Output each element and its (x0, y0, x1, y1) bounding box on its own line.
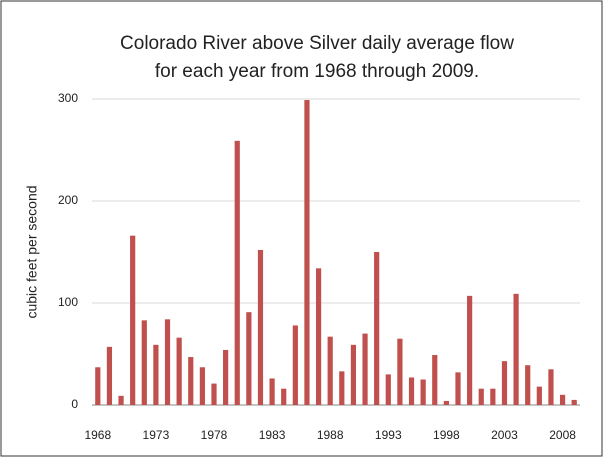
x-tick-label: 1968 (84, 428, 111, 442)
x-tick-label: 1988 (317, 428, 344, 442)
y-tick-label: 300 (58, 91, 78, 105)
bar (153, 344, 159, 405)
bar (188, 357, 194, 405)
y-tick-label: 200 (58, 193, 78, 207)
bar (571, 399, 577, 405)
chart-title: Colorado River above Silver daily averag… (120, 33, 514, 54)
x-tick-label: 1983 (259, 428, 286, 442)
x-tick-label: 1973 (143, 428, 170, 442)
bar (443, 400, 449, 405)
x-tick-label: 1998 (433, 428, 460, 442)
bar (525, 365, 531, 405)
bar (257, 249, 264, 405)
bar (141, 320, 147, 405)
bar (339, 371, 345, 405)
bar (432, 355, 438, 405)
bar (408, 377, 415, 405)
bar (315, 268, 322, 405)
bar (95, 367, 101, 405)
bar (536, 386, 542, 405)
bar (176, 337, 182, 405)
bar (362, 333, 368, 405)
x-tick-label: 1993 (375, 428, 402, 442)
bar (467, 295, 473, 405)
bar (478, 388, 484, 405)
bar (292, 325, 298, 405)
chart-title: for each year from 1968 through 2009. (155, 61, 479, 82)
bar (548, 369, 554, 405)
bar (501, 361, 508, 405)
bar (199, 367, 205, 405)
bar (164, 319, 171, 405)
bar (350, 344, 357, 405)
bar (246, 312, 252, 405)
bar (559, 394, 566, 405)
bar (490, 388, 496, 405)
bar (106, 346, 113, 405)
y-tick-label: 0 (71, 397, 78, 411)
bar (385, 374, 391, 405)
x-tick-label: 2008 (549, 428, 576, 442)
bar (374, 252, 380, 405)
y-axis-label: cubic feet per second (24, 185, 40, 318)
bar (269, 378, 275, 405)
bar (281, 388, 287, 405)
bar (327, 336, 333, 405)
bar (211, 383, 217, 405)
y-tick-label: 100 (58, 295, 78, 309)
x-tick-label: 2003 (491, 428, 518, 442)
bar (420, 379, 426, 405)
bar (234, 140, 240, 405)
bar (118, 395, 124, 405)
bar (223, 349, 229, 405)
bar (304, 100, 310, 406)
bar (397, 338, 403, 405)
bar (130, 235, 136, 405)
bar (513, 293, 519, 405)
bar (455, 372, 461, 405)
x-tick-label: 1978 (201, 428, 228, 442)
